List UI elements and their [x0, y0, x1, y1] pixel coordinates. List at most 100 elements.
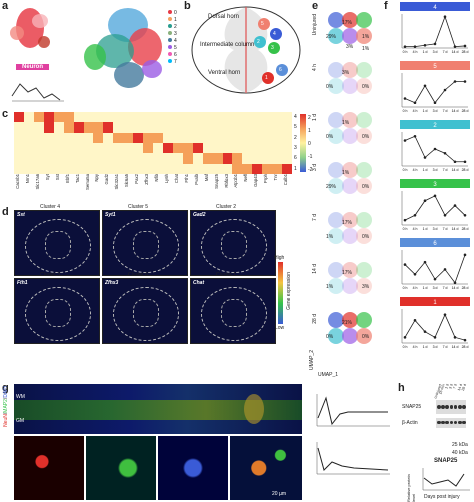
heatmap-cell [182, 122, 194, 134]
section-cluster-title: Cluster 5 [128, 204, 149, 210]
umap-cluster-blob [342, 278, 358, 294]
f-xtick: 1 d [423, 50, 428, 54]
f-xtick: 0 h [403, 50, 408, 54]
heatmap-row-label: 6 [294, 155, 297, 162]
f-data-point [463, 213, 467, 217]
f-xtick: 14 d [452, 50, 459, 54]
f-data-point [453, 160, 457, 164]
heatmap-cell [182, 143, 194, 154]
umap-cluster-blob [356, 312, 372, 328]
heatmap-cell [103, 132, 114, 144]
heatmap-cell [83, 122, 94, 134]
blot-row-snap25: SNAP25 [402, 404, 422, 410]
heatmap-cell [43, 143, 55, 154]
panel-c-letter: c [2, 108, 9, 120]
heatmap-cell [63, 122, 75, 134]
heatmap-gene-label: Pvalb [193, 174, 199, 185]
umap-cluster-blob [342, 328, 358, 344]
timepoint-label: 7 d [312, 214, 318, 221]
heatmap-cell [83, 153, 94, 165]
actin-band [445, 421, 449, 424]
heatmap-cell [123, 132, 134, 144]
heatmap-cell [262, 153, 273, 165]
colorbar-tick: -2 [308, 167, 313, 173]
f-series-line [405, 15, 466, 48]
legend-label: 4 [174, 38, 177, 44]
percent-label: 3% [342, 70, 350, 76]
colorbar-tick: -1 [308, 154, 313, 160]
expression-scale-title: Gene expression [286, 272, 292, 310]
timepoint-umap [322, 58, 376, 102]
f-data-point [403, 218, 407, 222]
f-xtick: 7 d [443, 345, 448, 349]
f-data-point [403, 263, 407, 266]
expression-high: High [274, 255, 285, 261]
f-xtick: 4 h [413, 227, 418, 231]
f-data-point [443, 151, 447, 155]
heatmap-gene-label: Fth1 [183, 174, 189, 183]
umap-cluster-blob [342, 212, 358, 228]
section-gene: Syt1 [105, 212, 116, 218]
heatmap-cell [242, 112, 253, 123]
heatmap-cell [153, 143, 164, 154]
f-xtick: 1 d [423, 345, 428, 349]
heatmap-cell [113, 163, 124, 175]
heatmap-gene-labels: Cacnb1 Nrn1 Slc17a6 Syt Sst Ebf1 Tac1 Sema5a Npy… [14, 174, 292, 200]
heatmap-cell [113, 122, 124, 134]
heatmap-cell [33, 143, 45, 154]
heatmap-cell [53, 132, 65, 144]
f-data-point [403, 139, 407, 142]
heatmap-cell [272, 143, 283, 154]
heatmap-colorbar-ticks: 2 1 0 -1 -2 [308, 112, 312, 177]
heatmap-gene-label: Cacnb1 [15, 174, 20, 189]
heatmap-gene-label: Ebf1 [64, 174, 70, 183]
heatmap-cell [123, 122, 134, 134]
schematic-cluster-4: 4 [273, 31, 276, 37]
heatmap-gene-label: Gad2 [104, 174, 110, 185]
percent-label: 17% [342, 220, 353, 226]
percent-label: 0% [326, 84, 334, 90]
umap-cluster-blob [356, 162, 372, 178]
heatmap-cell [63, 163, 75, 175]
heatmap-cell [63, 143, 75, 154]
heatmap-cell [103, 112, 114, 123]
heatmap-cell [172, 153, 184, 165]
percent-label: 0% [362, 84, 370, 90]
heatmap-row-label: 1 [294, 165, 297, 172]
heatmap-cell [262, 122, 273, 134]
heatmap-cell [23, 132, 35, 144]
heatmap-cell [14, 153, 25, 165]
heatmap-gene-label: Syt [44, 174, 50, 181]
heatmap-cell [232, 163, 243, 175]
heatmap-cell [73, 163, 84, 175]
chip-3 [400, 179, 470, 188]
f-series-line [404, 81, 465, 104]
heatmap-cell [162, 122, 174, 134]
heatmap-cell [123, 112, 134, 123]
umap-cluster-blob [328, 278, 344, 294]
timepoint-umap [322, 258, 376, 302]
umap-legend-item: 7 [168, 59, 177, 65]
heatmap-cell [162, 132, 174, 144]
f-xtick: 3 d [433, 50, 438, 54]
blot-kda-25: 25 kDa [452, 442, 468, 448]
f-data-point [453, 336, 457, 339]
f-xtick: 4 h [413, 286, 418, 290]
f-data-point [413, 213, 417, 217]
actin-band [449, 421, 454, 424]
zoom-tile-map2 [86, 436, 156, 500]
heatmap-cell [23, 112, 35, 123]
colorbar-tick: 0 [308, 141, 311, 147]
f-xtick: 14 d [452, 227, 459, 231]
longitudinal-section [14, 384, 302, 434]
heatmap-cell [83, 143, 94, 154]
legend-label: 3 [174, 31, 177, 37]
f-data-point [403, 336, 407, 339]
percent-label: 17% [342, 270, 353, 276]
heatmap-gene-label: Slc6a5 [124, 174, 130, 188]
percent-label: 3% [346, 44, 354, 50]
spatial-section: Syt1 [102, 210, 188, 276]
heatmap-cell [252, 143, 263, 154]
timepoint-label: 1 d [312, 114, 318, 121]
heatmap-cell [192, 163, 204, 175]
